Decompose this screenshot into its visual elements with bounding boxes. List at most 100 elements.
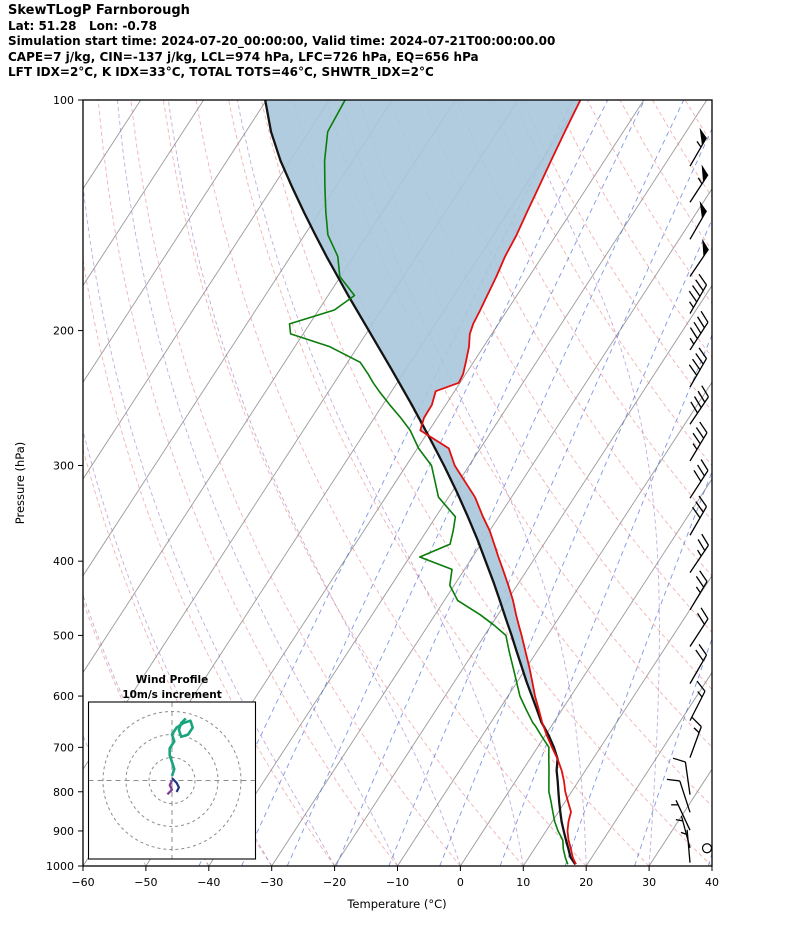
dry-adiabat-line <box>521 100 712 412</box>
axes-and-barbs: −60 −50 −40 −30 −20 −10 0 10 20 30 40 100 200 300 400 5… <box>46 94 719 889</box>
wind-barb-full <box>693 470 702 482</box>
wind-barb <box>689 459 709 499</box>
wind-barb-full <box>689 327 698 339</box>
wind-barb-full <box>690 401 699 414</box>
x-tick-label: −10 <box>386 876 409 889</box>
wind-barb-full <box>701 533 710 546</box>
wind-barb-flag <box>702 238 709 257</box>
wind-barb-staff <box>689 690 706 721</box>
moist-adiabat-line <box>236 100 524 866</box>
wind-barb-staff <box>689 432 708 462</box>
wind-barb-staff <box>689 470 709 499</box>
wind-barb-half <box>675 818 683 822</box>
wind-barb <box>689 164 709 203</box>
wind-barb <box>689 680 706 721</box>
background-lines <box>83 100 794 866</box>
wind-barb <box>689 495 708 536</box>
dewpoint-profile-line <box>288 100 569 865</box>
wind-barb <box>689 200 708 240</box>
wind-barb-half <box>697 549 702 557</box>
wind-barb-staff <box>689 581 708 611</box>
wind-barb <box>680 829 691 863</box>
wind-barb-full <box>693 396 702 408</box>
dry-adiabat-line <box>718 100 794 866</box>
dry-adiabat-line <box>260 100 712 866</box>
wind-barb-staff <box>689 618 709 647</box>
y-tick-label: 600 <box>53 690 74 703</box>
wind-barb-staff <box>689 726 702 758</box>
y-tick-label: 100 <box>53 94 74 107</box>
figure-title: SkewTLogP Farnborough <box>8 3 190 18</box>
isotherm-line <box>648 768 712 866</box>
wind-barb-full <box>698 273 708 286</box>
y-tick-label: 400 <box>53 555 74 568</box>
parcel-profile-line <box>264 100 577 865</box>
wind-barb-staff <box>689 284 708 314</box>
wind-barb-flag <box>701 164 708 183</box>
cape-cin-shaded-area <box>265 100 581 726</box>
wind-barb-full <box>695 501 704 513</box>
wind-barb <box>688 273 708 314</box>
wind-barb-full <box>700 459 709 471</box>
x-tick-label: 0 <box>457 876 464 889</box>
wind-barb-staff <box>689 506 708 536</box>
wind-barb <box>689 570 708 611</box>
x-tick-label: −30 <box>260 876 283 889</box>
wind-barb-full <box>693 321 702 334</box>
wind-barb-full <box>698 644 708 656</box>
mixing-ratio-line <box>286 100 645 866</box>
dry-adiabat-line <box>162 100 524 866</box>
wind-barb-half <box>680 831 688 836</box>
isotherm-line <box>271 187 712 866</box>
wind-barb-full <box>692 506 701 519</box>
wind-barb-full <box>695 427 705 439</box>
wind-barb-full <box>698 495 708 508</box>
hodograph-title: Wind Profile <box>136 674 208 686</box>
wind-barb-full <box>696 680 706 692</box>
wind-barb-staff <box>689 321 709 351</box>
isotherm-line <box>83 100 393 577</box>
hodograph-subtitle: 10m/s increment <box>122 689 221 701</box>
x-tick-label: 10 <box>516 876 530 889</box>
x-tick-label: −40 <box>197 876 220 889</box>
dry-adiabat-line <box>325 100 712 748</box>
wind-barb-full <box>695 353 704 365</box>
wind-barb-full <box>691 716 702 728</box>
x-tick-label: 20 <box>579 876 593 889</box>
dry-adiabat-line <box>456 100 712 522</box>
wind-barb-half <box>693 727 700 734</box>
dry-adiabat-line <box>195 100 587 866</box>
skewt-generated: −60 −50 −40 −30 −20 −10 0 10 20 30 40 100 200 300 400 5… <box>46 94 794 889</box>
dry-adiabat-line <box>554 100 712 358</box>
moist-adiabat-line <box>116 100 398 866</box>
wind-barb-staff <box>689 654 708 684</box>
figure-indices-line2: LFT IDX=2°C, K IDX=33°C, TOTAL TOTS=46°C… <box>8 65 434 80</box>
wind-barb-half <box>689 337 695 345</box>
hodograph-trace-mid <box>171 777 180 793</box>
temperature-profile-line <box>419 100 582 865</box>
isotherm-line <box>334 284 712 866</box>
y-tick-label: 500 <box>53 629 74 642</box>
wind-barb-flag <box>699 200 707 219</box>
dry-adiabat-line <box>228 100 650 866</box>
mixing-ratio-line <box>707 852 712 866</box>
dry-adiabat-line <box>423 100 712 577</box>
mixing-ratio-line <box>241 100 609 866</box>
mixing-ratio-line <box>335 100 685 866</box>
x-tick-label: −60 <box>71 876 94 889</box>
shaded-area-layer <box>265 100 581 726</box>
x-tick-label: −50 <box>134 876 157 889</box>
figure-latlon: Lat: 51.28 Lon: -0.78 <box>8 18 157 33</box>
mixing-ratio-line <box>499 334 712 866</box>
wind-barb <box>689 533 710 573</box>
dry-adiabat-line <box>391 100 712 633</box>
isotherm-line <box>397 381 712 866</box>
wind-barb-full <box>672 757 686 763</box>
x-tick-label: −20 <box>323 876 346 889</box>
sounding-profiles <box>264 100 582 865</box>
mixing-ratio-line <box>564 470 712 866</box>
isotherm-line <box>711 865 712 866</box>
x-tick-label: 30 <box>642 876 656 889</box>
wind-barb-full <box>692 432 701 445</box>
y-tick-label: 800 <box>53 786 74 799</box>
